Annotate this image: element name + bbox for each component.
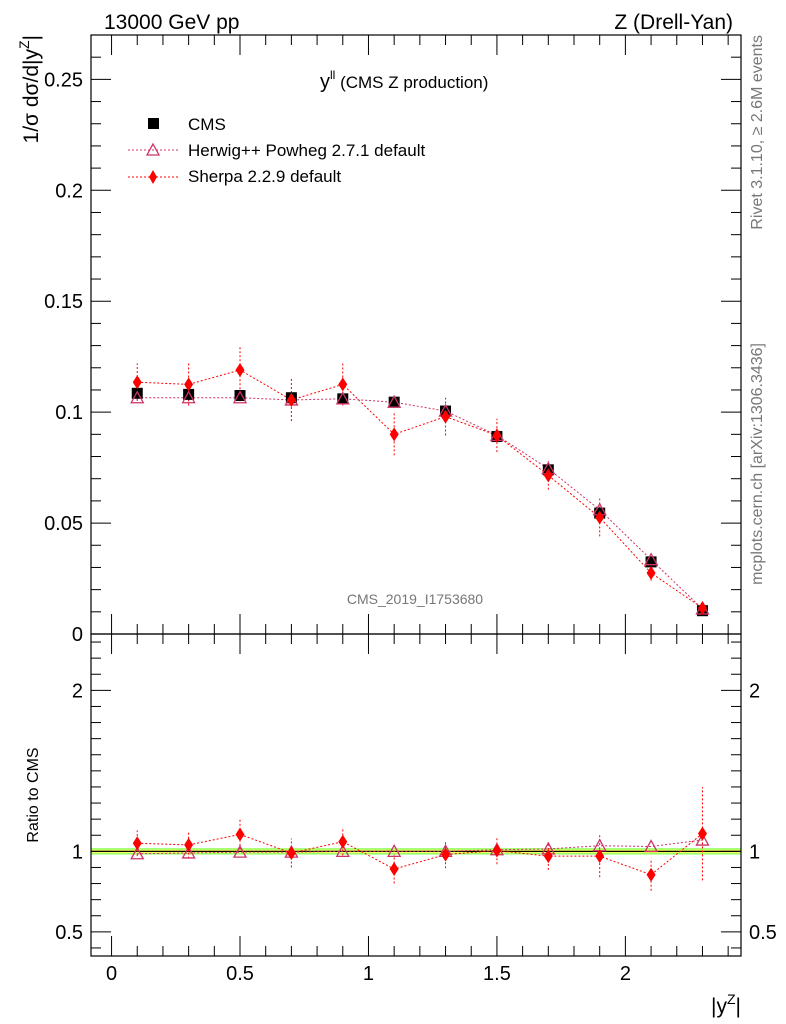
ratio-xtick-label: 1: [363, 963, 374, 985]
ratio-herwig-point-5: [387, 843, 402, 857]
main-ytick-label: 0.15: [44, 291, 83, 313]
herwig-point-0: [130, 390, 145, 404]
legend-label-cms: CMS: [188, 115, 226, 134]
sherpa-point-3: [286, 392, 296, 407]
axes: 0 0.05 0.1 0.15 0.2 0.25 0 0.5 1 1.5 2 0.5 0.5 1 1 2 2: [44, 34, 777, 985]
ratio-sherpa-point-1: [184, 837, 194, 852]
ratio-xtick-label: 0.5: [226, 963, 254, 985]
legend: CMS Herwig++ Powheg 2.7.1 default Sherpa…: [128, 115, 425, 186]
sherpa-point-5: [389, 427, 399, 442]
ratio-sherpa-point-9: [595, 849, 605, 864]
ratio-ylabel: Ratio to CMS: [25, 747, 42, 842]
ratio-ytick-label-right: 0.5: [749, 922, 777, 944]
cms-point-1: [183, 388, 195, 400]
ratio-herwig-point-1: [181, 845, 196, 859]
main-ylabel: 1/σ dσ/d|yZ|: [16, 35, 43, 143]
ratio-ytick-label-right: 2: [749, 680, 760, 702]
herwig-point-2: [232, 390, 248, 404]
ratio-herwig-point-10: [643, 839, 659, 853]
herwig-point-4: [335, 391, 350, 405]
ratio-ytick-label-left: 2: [72, 680, 83, 702]
herwig-point-1: [181, 390, 196, 404]
ratio-ytick-label-left: 1: [72, 841, 83, 863]
mcplots-reference-label: mcplots.cern.ch [arXiv:1306.3436]: [749, 343, 766, 585]
legend-marker-herwig: [145, 142, 161, 156]
legend-marker-cms: [148, 118, 159, 129]
sherpa-point-7: [492, 428, 502, 443]
cms-point-4: [337, 393, 349, 405]
ratio-herwig-point-0: [130, 846, 145, 860]
ratio-xlabel: |yZ|: [711, 991, 741, 1018]
ratio-plot-area: [91, 786, 741, 891]
ratio-sherpa-point-5: [389, 862, 399, 877]
ratio-herwig-point-11: [695, 832, 710, 846]
ratio-ytick-label-left: 0.5: [55, 922, 83, 944]
sherpa-point-6: [441, 409, 451, 424]
main-ytick-label: 0: [72, 624, 83, 646]
ratio-ytick-label-right: 1: [749, 841, 760, 863]
cms-point-2: [234, 390, 246, 402]
ratio-sherpa-point-3: [286, 845, 296, 860]
sherpa-point-1: [184, 377, 194, 392]
ratio-frame: [90, 633, 742, 957]
main-ytick-label: 0.2: [55, 180, 83, 202]
main-ytick-label: 0.05: [44, 513, 83, 535]
analysis-watermark: CMS_2019_I1753680: [347, 591, 483, 607]
sherpa-point-8: [543, 468, 553, 483]
ratio-sherpa-point-4: [338, 834, 348, 849]
legend-marker-sherpa: [149, 170, 157, 184]
sherpa-point-0: [132, 375, 142, 390]
ratio-sherpa-point-0: [132, 836, 142, 851]
sherpa-point-4: [338, 377, 348, 392]
ratio-sherpa-point-6: [441, 847, 451, 862]
rivet-version-label: Rivet 3.1.10, ≥ 2.6M events: [749, 35, 766, 230]
ratio-xtick-label: 2: [620, 963, 631, 985]
ratio-herwig-point-2: [232, 844, 248, 858]
cms-point-5: [388, 396, 400, 408]
sherpa-point-11: [697, 601, 707, 616]
header-right: Z (Drell-Yan): [614, 11, 733, 34]
herwig-point-10: [643, 552, 659, 566]
header-left: 13000 GeV pp: [104, 11, 239, 34]
ratio-sherpa-point-11: [697, 826, 707, 841]
sherpa-point-9: [595, 510, 605, 525]
cms-point-0: [131, 387, 143, 399]
legend-label-herwig: Herwig++ Powheg 2.7.1 default: [188, 141, 425, 160]
main-plot-area: [130, 346, 710, 617]
main-ytick-label: 0.1: [55, 402, 83, 424]
ratio-sherpa-point-10: [646, 867, 656, 882]
ratio-xtick-label: 1.5: [483, 963, 511, 985]
legend-label-sherpa: Sherpa 2.2.9 default: [188, 167, 341, 186]
herwig-line: [137, 397, 703, 610]
cms-point-10: [645, 556, 657, 568]
sherpa-line: [137, 369, 703, 609]
ratio-herwig-point-4: [335, 843, 350, 857]
sherpa-point-2: [235, 362, 245, 377]
main-ytick-label: 0.25: [44, 69, 83, 91]
sherpa-point-10: [646, 565, 656, 580]
herwig-point-5: [387, 394, 402, 408]
ratio-xtick-label: 0: [106, 963, 117, 985]
ratio-sherpa-point-8: [543, 849, 553, 864]
plot-title: yll (CMS Z production): [320, 68, 488, 93]
ratio-sherpa-point-7: [492, 843, 502, 858]
ratio-sherpa-point-2: [235, 827, 245, 842]
